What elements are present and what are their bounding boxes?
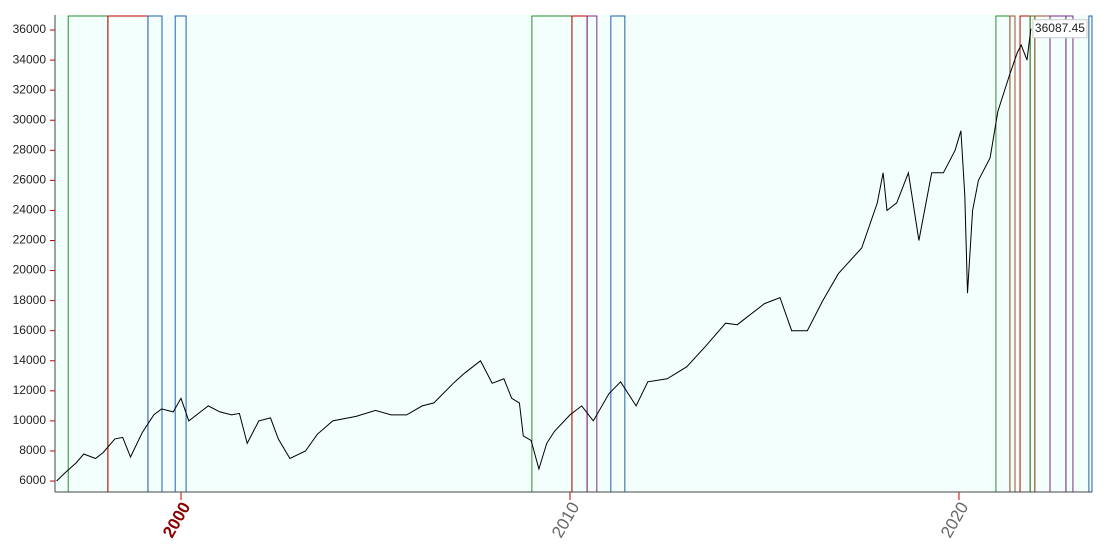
y-tick-label: 18000 (13, 293, 47, 307)
signal-band (586, 15, 598, 492)
y-tick-label: 26000 (13, 173, 47, 187)
y-tick-label: 14000 (13, 353, 47, 367)
x-tick-label: 2000 (159, 499, 194, 541)
y-tick-label: 24000 (13, 203, 47, 217)
y-tick-label: 36000 (13, 22, 47, 36)
signal-band (174, 15, 187, 492)
last-value-box (1032, 19, 1088, 39)
y-tick-label: 12000 (13, 383, 47, 397)
price-line (56, 28, 1032, 482)
y-tick-label: 32000 (13, 82, 47, 96)
y-tick-label: 8000 (19, 443, 46, 457)
x-tick-label: 2020 (937, 499, 972, 541)
y-tick-label: 20000 (13, 263, 47, 277)
signal-band (147, 15, 163, 492)
y-tick-label: 28000 (13, 142, 47, 156)
y-tick-label: 22000 (13, 233, 47, 247)
y-tick-label: 6000 (19, 473, 46, 487)
signal-band (610, 15, 626, 492)
x-tick-label: 2010 (548, 499, 583, 541)
y-tick-label: 34000 (13, 52, 47, 66)
y-tick-label: 30000 (13, 112, 47, 126)
last-value-label: 36087.45 (1035, 21, 1085, 35)
y-tick-label: 10000 (13, 413, 47, 427)
signal-band (1065, 15, 1074, 492)
y-tick-label: 16000 (13, 323, 47, 337)
signal-band (1009, 15, 1016, 492)
plot-background (55, 15, 1092, 492)
signal-band (1088, 15, 1093, 492)
